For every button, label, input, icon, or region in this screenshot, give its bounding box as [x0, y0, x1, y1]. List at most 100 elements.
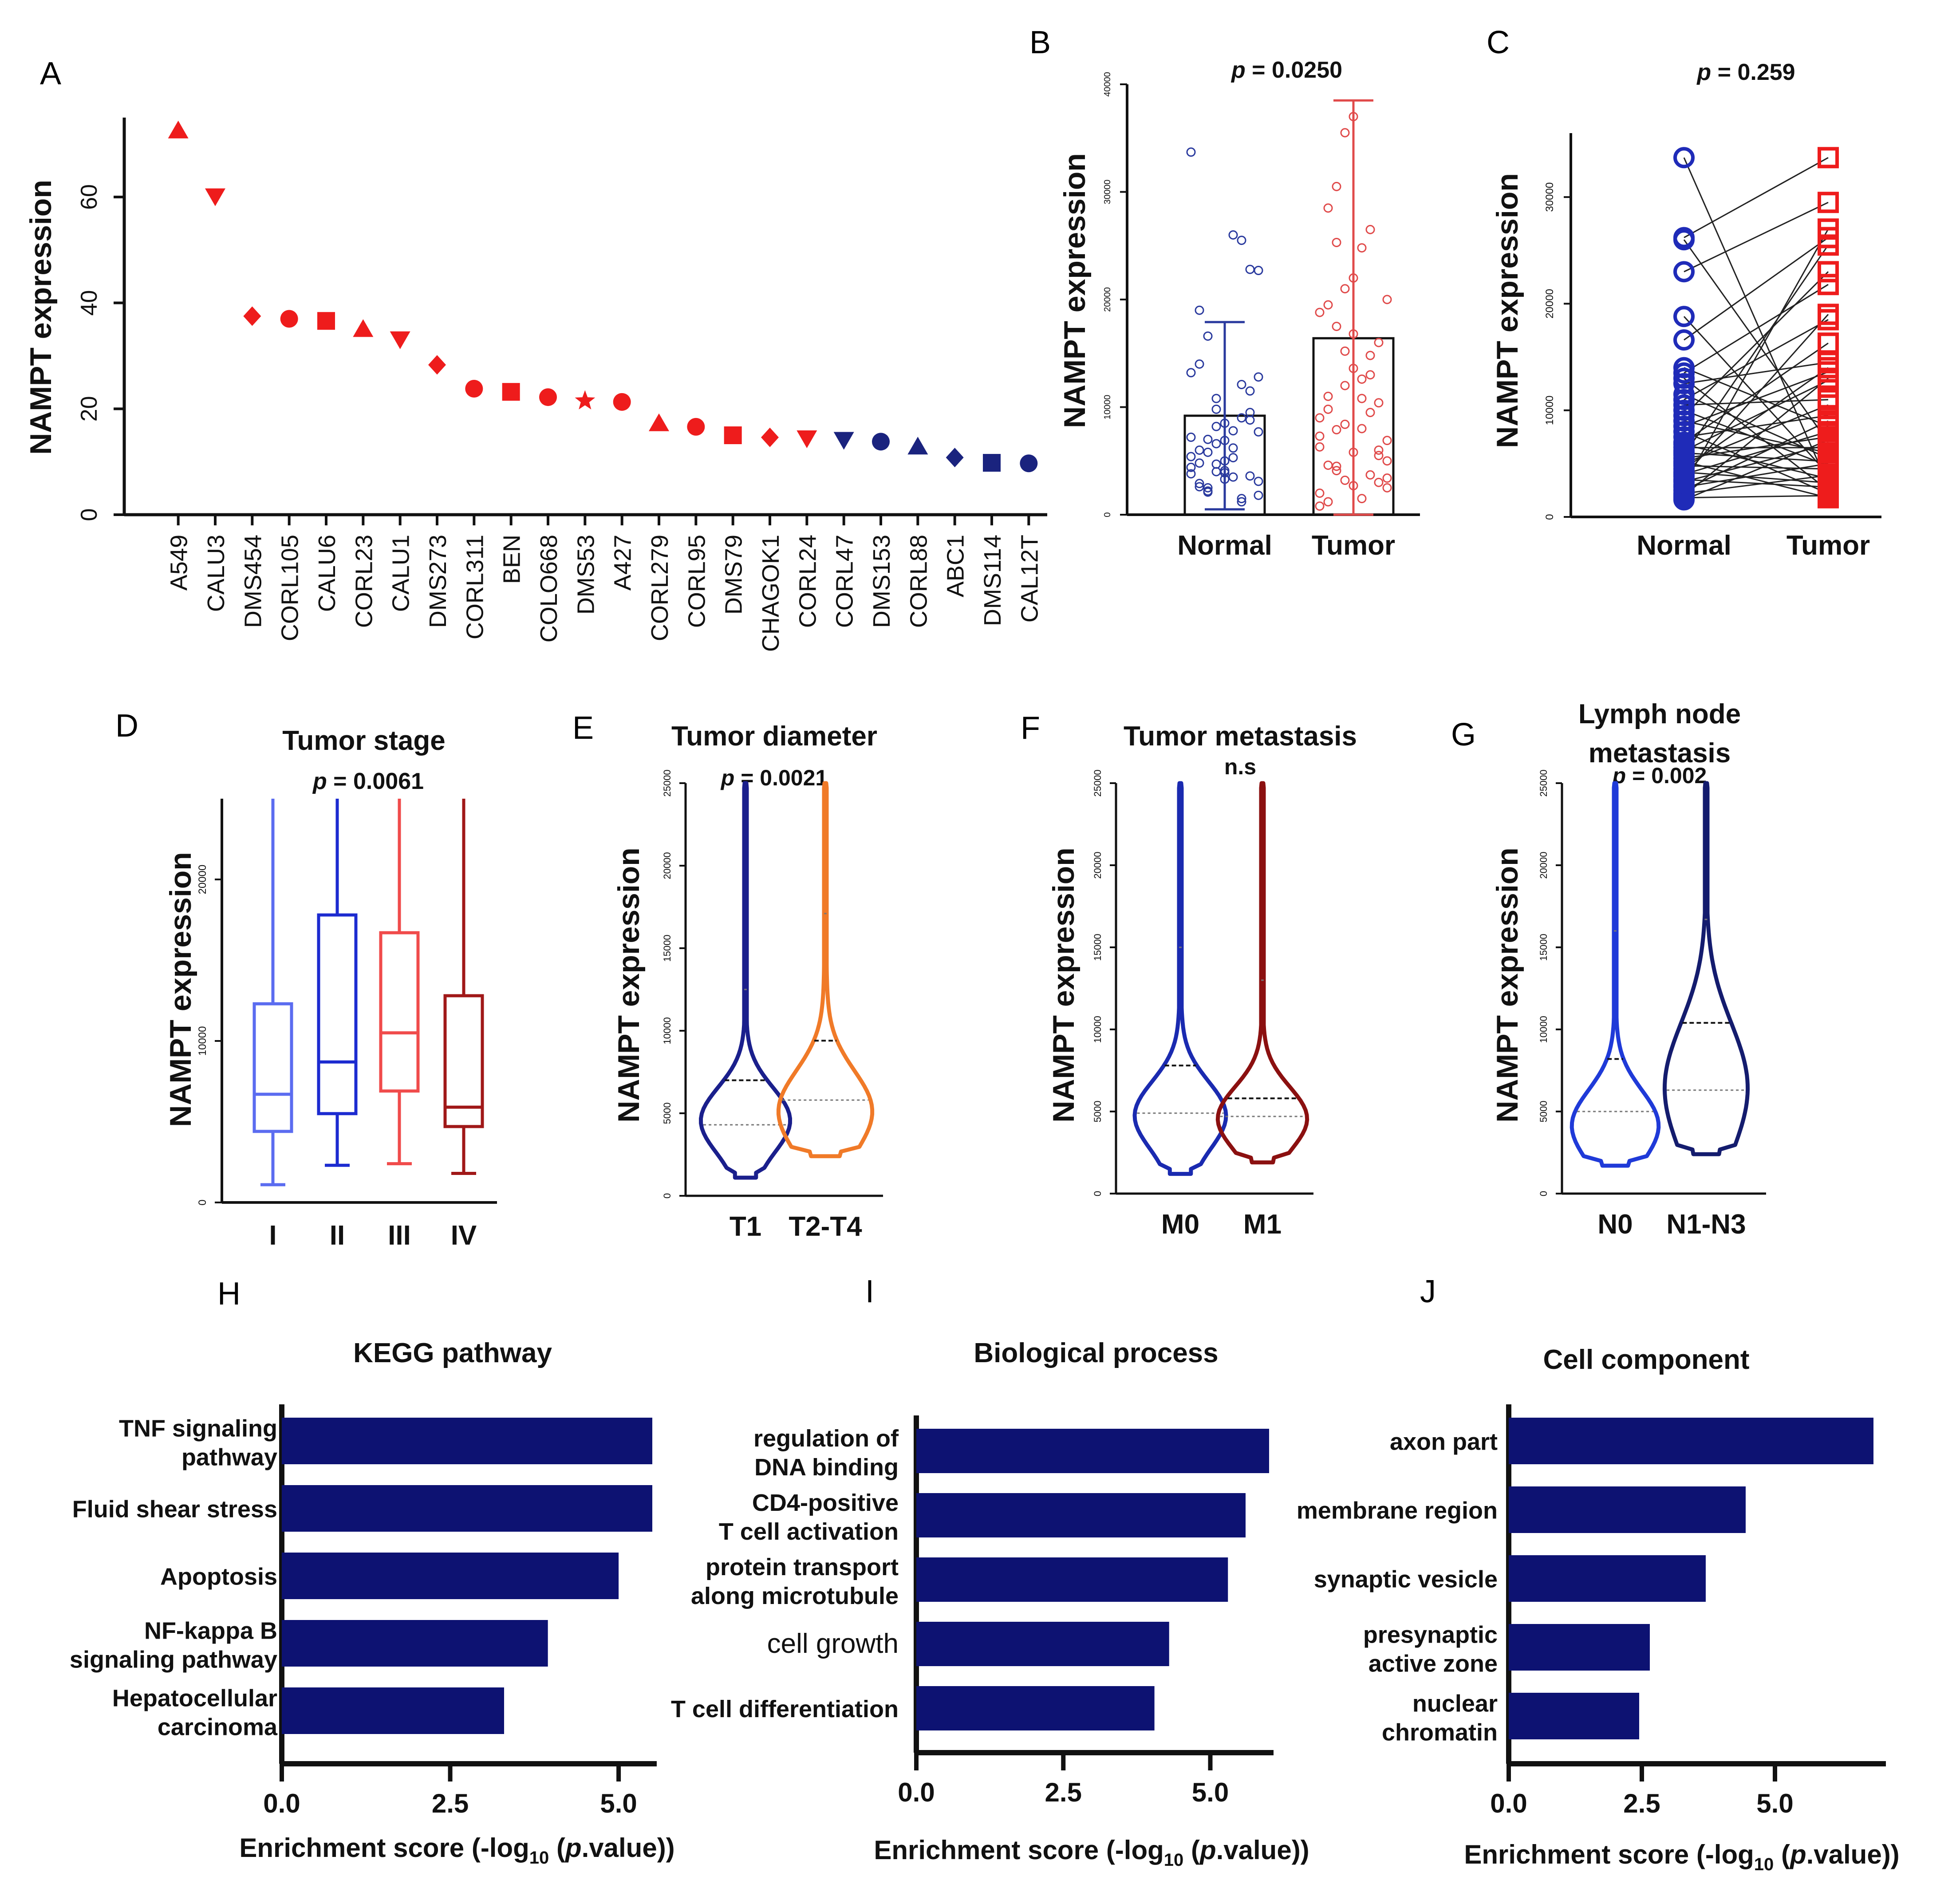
tumor-point	[1818, 453, 1839, 474]
y-tick-label: 15000	[1538, 934, 1549, 961]
pair-line	[1683, 271, 1829, 416]
data-point	[1382, 295, 1392, 304]
bar	[916, 1622, 1169, 1666]
bar	[282, 1553, 619, 1599]
category-label: axon part	[1390, 1429, 1498, 1455]
category-label: presynaptic	[1363, 1622, 1498, 1648]
pair-line	[1684, 380, 1829, 452]
pair-line	[1684, 431, 1829, 475]
y-tick-label: 0	[197, 1199, 209, 1205]
pair-line	[1684, 284, 1829, 374]
panel-letter-g: G	[1451, 717, 1476, 753]
data-point	[575, 390, 595, 410]
x-tick-label: BEN	[499, 535, 525, 584]
category-label: signaling pathway	[70, 1647, 277, 1673]
chart-subtitle: p = 0.002	[1612, 763, 1707, 788]
data-point	[1323, 391, 1333, 401]
data-point	[1186, 469, 1196, 479]
chart-title: Tumor stage	[282, 725, 445, 756]
x-tick-label: 0.0	[898, 1778, 935, 1807]
x-tick-label: T1	[730, 1211, 761, 1242]
bar	[916, 1429, 1269, 1473]
y-tick-label: 25000	[662, 769, 673, 796]
chart-title: p = 0.259	[1696, 59, 1795, 85]
x-tick-label: CORL47	[832, 535, 858, 628]
panel-h-bars: KEGG pathway 0.0 2.5 5.0 TNF signalingpathwa…	[70, 1338, 675, 1868]
category-label: pathway	[181, 1444, 277, 1471]
data-point	[1332, 466, 1341, 476]
y-tick-label: 30000	[1544, 182, 1556, 212]
x-tick-label: CORL24	[794, 535, 821, 628]
pair-line	[1684, 371, 1829, 427]
normal-point	[1673, 306, 1695, 327]
pair-line	[1684, 362, 1829, 385]
data-point	[761, 427, 779, 447]
data-point	[1365, 370, 1375, 380]
data-point	[1332, 322, 1341, 331]
bar	[916, 1557, 1228, 1602]
panel-letter-f: F	[1021, 710, 1040, 746]
y-tick-label: 10000	[1103, 395, 1112, 420]
data-point	[1315, 307, 1325, 317]
x-tick-label: COLO668	[536, 535, 562, 642]
pair-line	[1684, 436, 1829, 459]
data-point	[1332, 181, 1341, 191]
panel-letter-a: A	[40, 56, 61, 91]
data-point	[1220, 456, 1230, 466]
tumor-point	[1818, 192, 1839, 213]
y-axis-title: NAMPT expression	[612, 847, 646, 1123]
violin	[1132, 781, 1228, 1176]
bar	[282, 1485, 652, 1532]
data-point	[1228, 472, 1238, 482]
data-point	[1374, 338, 1384, 347]
y-axis-title: NAMPT expression	[164, 852, 197, 1127]
data-point	[1340, 284, 1350, 294]
data-point	[687, 418, 705, 436]
x-tick-label: Normal	[1177, 530, 1272, 561]
y-tick-label: 15000	[1092, 934, 1103, 961]
data-point	[1332, 237, 1341, 247]
x-tick-label: III	[388, 1220, 411, 1251]
y-tick-label: 20000	[1103, 287, 1112, 312]
panel-i-bars: Biological process 0.0 2.5 5.0 regulation of…	[671, 1338, 1309, 1870]
data-point	[243, 306, 261, 326]
y-tick-label: 20000	[1538, 851, 1549, 879]
x-tick-label: CORL279	[647, 535, 673, 641]
data-point	[1340, 128, 1350, 138]
x-tick-label: 0.0	[263, 1789, 300, 1818]
y-tick-label: 15000	[662, 934, 673, 962]
y-tick-label: 10000	[197, 1026, 209, 1056]
box	[317, 913, 358, 1115]
x-tick-label: DMS454	[240, 535, 266, 628]
pair-line	[1684, 201, 1829, 272]
data-point	[1203, 331, 1213, 341]
y-tick-label: 20000	[662, 852, 673, 879]
x-tick-label: M1	[1243, 1209, 1282, 1240]
pair-line	[1684, 237, 1829, 341]
data-point	[649, 413, 669, 431]
data-point	[1315, 431, 1325, 441]
data-point	[1365, 408, 1375, 418]
data-point	[1245, 471, 1255, 481]
panel-c-paired: 0 10000 20000 30000 NAMPT expression p = 0.25…	[1491, 59, 1881, 561]
bar	[1509, 1418, 1873, 1464]
panel-j-bars: Cell component 0.0 2.5 5.0 axon part membrane…	[1297, 1344, 1900, 1874]
data-point	[1332, 425, 1341, 434]
data-point	[1365, 351, 1375, 360]
y-axis-title: NAMPT expression	[1491, 847, 1524, 1123]
data-point	[1186, 368, 1196, 378]
category-label: protein transport	[706, 1554, 899, 1581]
data-point	[1195, 482, 1204, 492]
data-point	[1203, 434, 1213, 444]
tumor-point	[1818, 357, 1839, 378]
pair-line	[1684, 479, 1829, 488]
y-tick-label: 20000	[197, 865, 209, 895]
data-point	[502, 383, 520, 401]
x-tick-label: 5.0	[600, 1789, 637, 1818]
category-label: active zone	[1368, 1651, 1498, 1677]
panel-letter-c: C	[1487, 25, 1510, 60]
data-point	[833, 432, 854, 450]
pair-line	[1684, 157, 1829, 238]
data-point	[539, 388, 557, 406]
data-point	[353, 319, 374, 337]
